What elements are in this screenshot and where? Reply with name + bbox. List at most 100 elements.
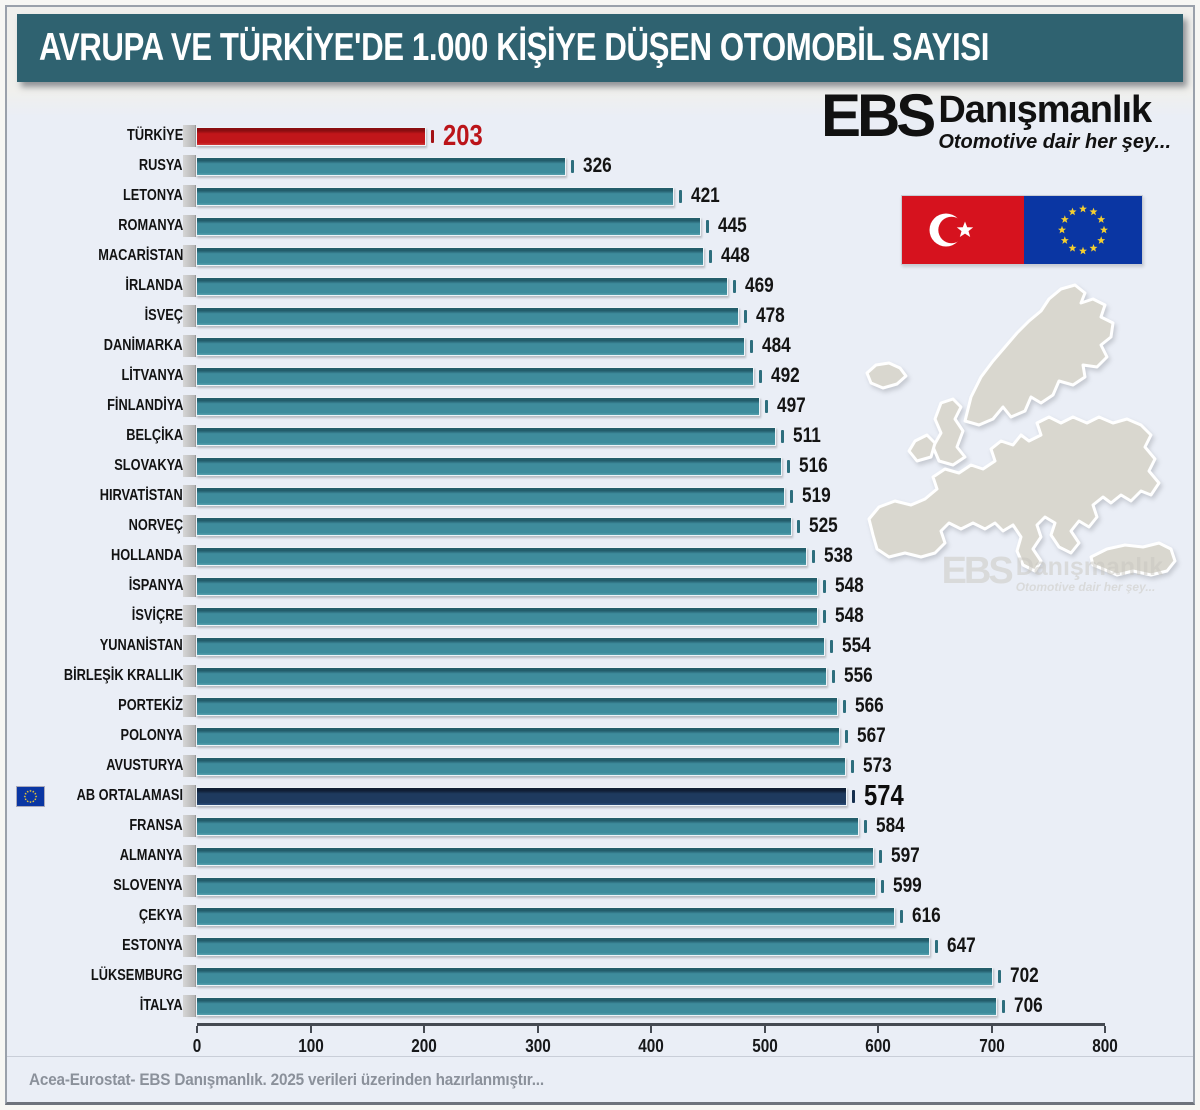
row-label-cell: POLONYA xyxy=(33,727,183,745)
chart-row: BİRLEŞİK KRALLIK 556 xyxy=(33,664,1165,687)
row-label-cell: BİRLEŞİK KRALLIK xyxy=(33,667,183,685)
x-axis-tick xyxy=(763,1026,766,1033)
row-label-cell: LETONYA xyxy=(33,187,183,205)
country-label: ALMANYA xyxy=(120,847,183,864)
row-plot-area: 548 xyxy=(196,604,1104,628)
row-label-cell: MACARİSTAN xyxy=(33,247,183,265)
value-label: 574 xyxy=(864,779,905,812)
x-axis-tick-label: 800 xyxy=(1092,1036,1118,1056)
axis-wall xyxy=(183,605,196,627)
country-label: İSPANYA xyxy=(128,577,183,594)
title-banner: AVRUPA VE TÜRKİYE'DE 1.000 KİŞİYE DÜŞEN … xyxy=(17,14,1183,82)
map-scandinavia xyxy=(963,283,1115,427)
chart-row: YUNANİSTAN 554 xyxy=(33,634,1165,658)
value-bar xyxy=(196,816,859,836)
map-ireland xyxy=(907,433,937,463)
chart-row: İSPANYA 548 xyxy=(33,574,1165,597)
value-bar xyxy=(196,726,840,746)
bar-end-cap xyxy=(811,549,815,563)
chart-row: SLOVENYA 599 xyxy=(33,874,1165,897)
bar-end-cap xyxy=(844,729,848,743)
value-label: 573 xyxy=(863,754,893,777)
chart-row: FRANSA 584 xyxy=(33,814,1165,837)
row-label-cell: LİTVANYA xyxy=(33,367,183,385)
chart-row: FİNLANDİYA 497 xyxy=(33,394,1165,417)
chart-row: LİTVANYA 492 xyxy=(33,364,1165,387)
watermark-name: Danışmanlık xyxy=(1015,553,1163,581)
value-bar xyxy=(196,546,807,566)
value-bar xyxy=(196,636,825,656)
country-label: DANİMARKA xyxy=(104,337,183,354)
x-axis-tick-label: 400 xyxy=(638,1036,664,1056)
country-label: RUSYA xyxy=(139,157,183,174)
bar-end-cap xyxy=(1002,999,1006,1013)
country-label: SLOVENYA xyxy=(113,877,183,894)
value-bar xyxy=(196,366,755,386)
axis-wall xyxy=(183,515,196,537)
row-label-cell: PORTEKİZ xyxy=(33,697,183,715)
value-bar xyxy=(196,156,566,176)
map-britain xyxy=(931,397,967,467)
chart-row: HIRVATİSTAN 519 xyxy=(33,484,1165,508)
axis-wall xyxy=(183,455,196,477)
eu-flag-stars xyxy=(1058,204,1108,255)
row-plot-area: 616 xyxy=(196,904,1104,928)
bar-end-cap xyxy=(852,789,856,803)
x-axis-tick-label: 0 xyxy=(192,1036,202,1056)
value-label: 554 xyxy=(841,634,871,657)
row-label-cell: ESTONYA xyxy=(33,937,183,955)
row-plot-area: 326 xyxy=(196,154,1104,178)
row-label-cell: ROMANYA xyxy=(33,217,183,235)
map-turkey xyxy=(1089,541,1177,577)
value-label: 516 xyxy=(798,454,828,477)
map-mainland xyxy=(867,415,1161,573)
axis-wall xyxy=(183,215,196,237)
row-plot-area: 647 xyxy=(196,934,1104,958)
country-label: ROMANYA xyxy=(118,217,183,234)
row-label-cell: İTALYA xyxy=(33,997,183,1015)
bar-end-cap xyxy=(571,159,574,173)
x-axis-tick xyxy=(877,1026,879,1033)
row-label-cell: ÇEKYA xyxy=(33,907,183,925)
bar-chart: TÜRKİYE 203 RUSYA 326 LETONYA 421 ROMANYA 445 MA… xyxy=(16,120,1165,1059)
chart-row: ÇEKYA 616 xyxy=(33,904,1165,928)
bar-end-cap xyxy=(851,759,855,773)
bar-end-cap xyxy=(822,579,826,593)
row-label-cell: İRLANDA xyxy=(33,277,183,295)
row-label-cell: LÜKSEMBURG xyxy=(33,967,183,985)
eu-flag-icon xyxy=(1024,196,1142,264)
bar-end-cap xyxy=(997,969,1001,983)
row-label-cell: AB ORTALAMASI xyxy=(16,786,183,806)
value-label: 469 xyxy=(745,274,775,297)
country-label: FİNLANDİYA xyxy=(106,397,183,414)
country-label: LETONYA xyxy=(123,187,183,204)
x-axis-tick xyxy=(1104,1026,1106,1033)
country-label: LİTVANYA xyxy=(121,367,183,384)
value-bar xyxy=(196,396,761,416)
chart-row: SLOVAKYA 516 xyxy=(33,454,1165,477)
country-label: ESTONYA xyxy=(122,937,183,954)
axis-wall xyxy=(183,995,196,1017)
bar-end-cap xyxy=(786,459,790,473)
value-bar xyxy=(196,846,874,866)
value-bar xyxy=(196,336,746,356)
value-label: 525 xyxy=(808,514,838,537)
axis-wall xyxy=(183,755,196,777)
value-bar xyxy=(196,906,896,926)
bar-end-cap xyxy=(765,399,769,413)
country-label: BİRLEŞİK KRALLIK xyxy=(63,667,183,684)
country-label: BELÇİKA xyxy=(126,427,183,444)
row-plot-area: 554 xyxy=(196,634,1104,658)
bar-end-cap xyxy=(431,129,435,143)
axis-wall xyxy=(183,545,196,567)
row-label-cell: YUNANİSTAN xyxy=(33,637,183,655)
country-label: İTALYA xyxy=(140,997,183,1014)
axis-wall xyxy=(183,335,196,357)
bar-end-cap xyxy=(790,489,794,503)
chart-row: İRLANDA 469 xyxy=(33,274,1165,297)
axis-wall xyxy=(183,845,196,867)
x-axis-tick-label: 500 xyxy=(751,1036,778,1056)
x-axis-tick xyxy=(196,1026,198,1033)
infographic-frame: AVRUPA VE TÜRKİYE'DE 1.000 KİŞİYE DÜŞEN … xyxy=(5,5,1195,1105)
row-plot-area: 519 xyxy=(196,484,1104,508)
